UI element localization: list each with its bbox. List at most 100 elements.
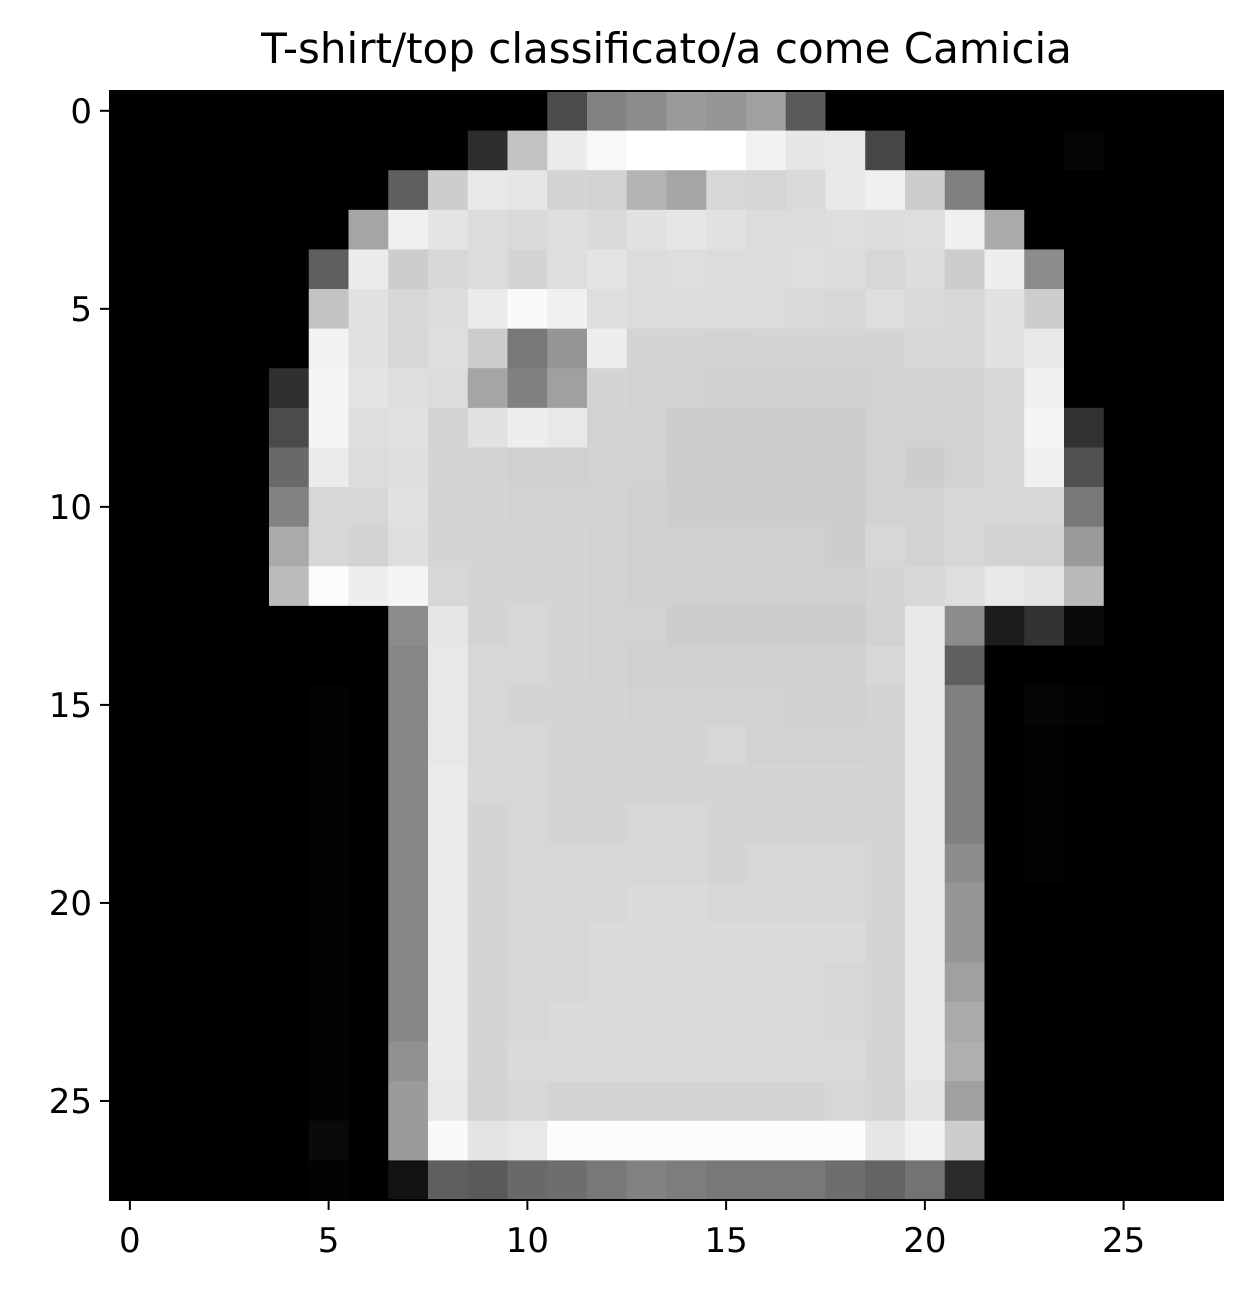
pixel-cell <box>1103 91 1145 132</box>
pixel-cell <box>110 407 151 449</box>
pixel-cell <box>1183 1001 1224 1043</box>
pixel-cell <box>189 249 230 290</box>
pixel-cell <box>666 130 707 171</box>
pixel-cell <box>507 1160 548 1201</box>
pixel-cell <box>905 1001 946 1043</box>
pixel-cell <box>905 605 946 647</box>
pixel-cell <box>348 1001 389 1043</box>
pixel-cell <box>587 1120 628 1161</box>
pixel-cell <box>1024 209 1065 251</box>
pixel-cell <box>746 447 787 488</box>
pixel-cell <box>189 91 230 132</box>
pixel-cell <box>110 605 151 647</box>
pixel-cell <box>348 368 389 409</box>
pixel-cell <box>467 249 509 290</box>
pixel-cell <box>1024 447 1065 488</box>
pixel-cell <box>149 764 191 805</box>
pixel-cell <box>1103 130 1145 171</box>
pixel-cell <box>1103 407 1145 449</box>
pixel-cell <box>110 130 151 171</box>
pixel-cell <box>467 289 509 330</box>
pixel-cell <box>507 1041 548 1082</box>
pixel-cell <box>388 368 429 409</box>
pixel-cell <box>1064 962 1105 1003</box>
pixel-cell <box>189 407 230 449</box>
pixel-cell <box>1183 922 1224 963</box>
pixel-cell <box>1183 328 1224 369</box>
pixel-cell <box>1064 328 1105 369</box>
pixel-cell <box>547 803 588 845</box>
pixel-cell <box>388 883 429 924</box>
pixel-cell <box>388 130 429 171</box>
pixel-cell <box>865 91 906 132</box>
pixel-cell <box>825 566 866 607</box>
pixel-cell <box>865 368 906 409</box>
pixel-cell <box>1183 526 1224 567</box>
pixel-cell <box>984 170 1025 211</box>
pixel-cell <box>1103 328 1145 369</box>
pixel-cell <box>1143 883 1184 924</box>
pixel-cell <box>825 922 866 963</box>
pixel-cell <box>587 1081 628 1122</box>
pixel-cell <box>905 922 946 963</box>
pixel-cell <box>110 566 151 607</box>
pixel-cell <box>587 962 628 1003</box>
pixel-cell <box>308 724 350 765</box>
pixel-cell <box>1143 1160 1184 1201</box>
pixel-cell <box>348 91 389 132</box>
pixel-cell <box>587 764 628 805</box>
pixel-cell <box>825 764 866 805</box>
pixel-cell <box>706 289 747 330</box>
pixel-cell <box>825 883 866 924</box>
pixel-cell <box>428 487 469 528</box>
pixel-cell <box>308 645 350 686</box>
pixel-cell <box>706 1160 747 1201</box>
pixel-cell <box>825 447 866 488</box>
pixel-cell <box>825 803 866 845</box>
pixel-cell <box>1183 605 1224 647</box>
pixel-cell <box>865 130 906 171</box>
pixel-cell <box>785 803 827 845</box>
pixel-cell <box>269 605 310 647</box>
pixel-cell <box>308 487 350 528</box>
pixel-cell <box>269 1160 310 1201</box>
pixel-cell <box>666 764 707 805</box>
pixel-cell <box>269 1041 310 1082</box>
pixel-cell <box>1103 962 1145 1003</box>
pixel-cell <box>905 883 946 924</box>
pixel-cell <box>746 1081 787 1122</box>
pixel-cell <box>1103 368 1145 409</box>
pixel-cell <box>1024 962 1065 1003</box>
pixel-cell <box>428 764 469 805</box>
pixel-cell <box>348 170 389 211</box>
pixel-cell <box>1143 130 1184 171</box>
pixel-cell <box>905 1041 946 1082</box>
pixel-cell <box>984 1001 1025 1043</box>
pixel-cell <box>984 328 1025 369</box>
pixel-cell <box>388 526 429 567</box>
pixel-cell <box>507 962 548 1003</box>
pixel-cell <box>746 1120 787 1161</box>
pixel-cell <box>467 922 509 963</box>
pixel-cell <box>1024 407 1065 449</box>
pixel-cell <box>746 605 787 647</box>
pixel-cell <box>348 962 389 1003</box>
pixel-cell <box>944 843 986 884</box>
pixel-cell <box>467 368 509 409</box>
pixel-cell <box>706 803 747 845</box>
pixel-cell <box>706 447 747 488</box>
pixel-cell <box>1024 922 1065 963</box>
pixel-cell <box>905 526 946 567</box>
pixel-cell <box>507 645 548 686</box>
pixel-cell <box>1143 407 1184 449</box>
pixel-cell <box>428 1041 469 1082</box>
pixel-cell <box>746 764 787 805</box>
pixel-cell <box>706 526 747 567</box>
pixel-cell <box>1183 645 1224 686</box>
pixel-cell <box>1103 883 1145 924</box>
pixel-cell <box>706 962 747 1003</box>
pixel-cell <box>348 1120 389 1161</box>
pixel-cell <box>1143 645 1184 686</box>
pixel-cell <box>149 447 191 488</box>
pixel-cell <box>905 91 946 132</box>
